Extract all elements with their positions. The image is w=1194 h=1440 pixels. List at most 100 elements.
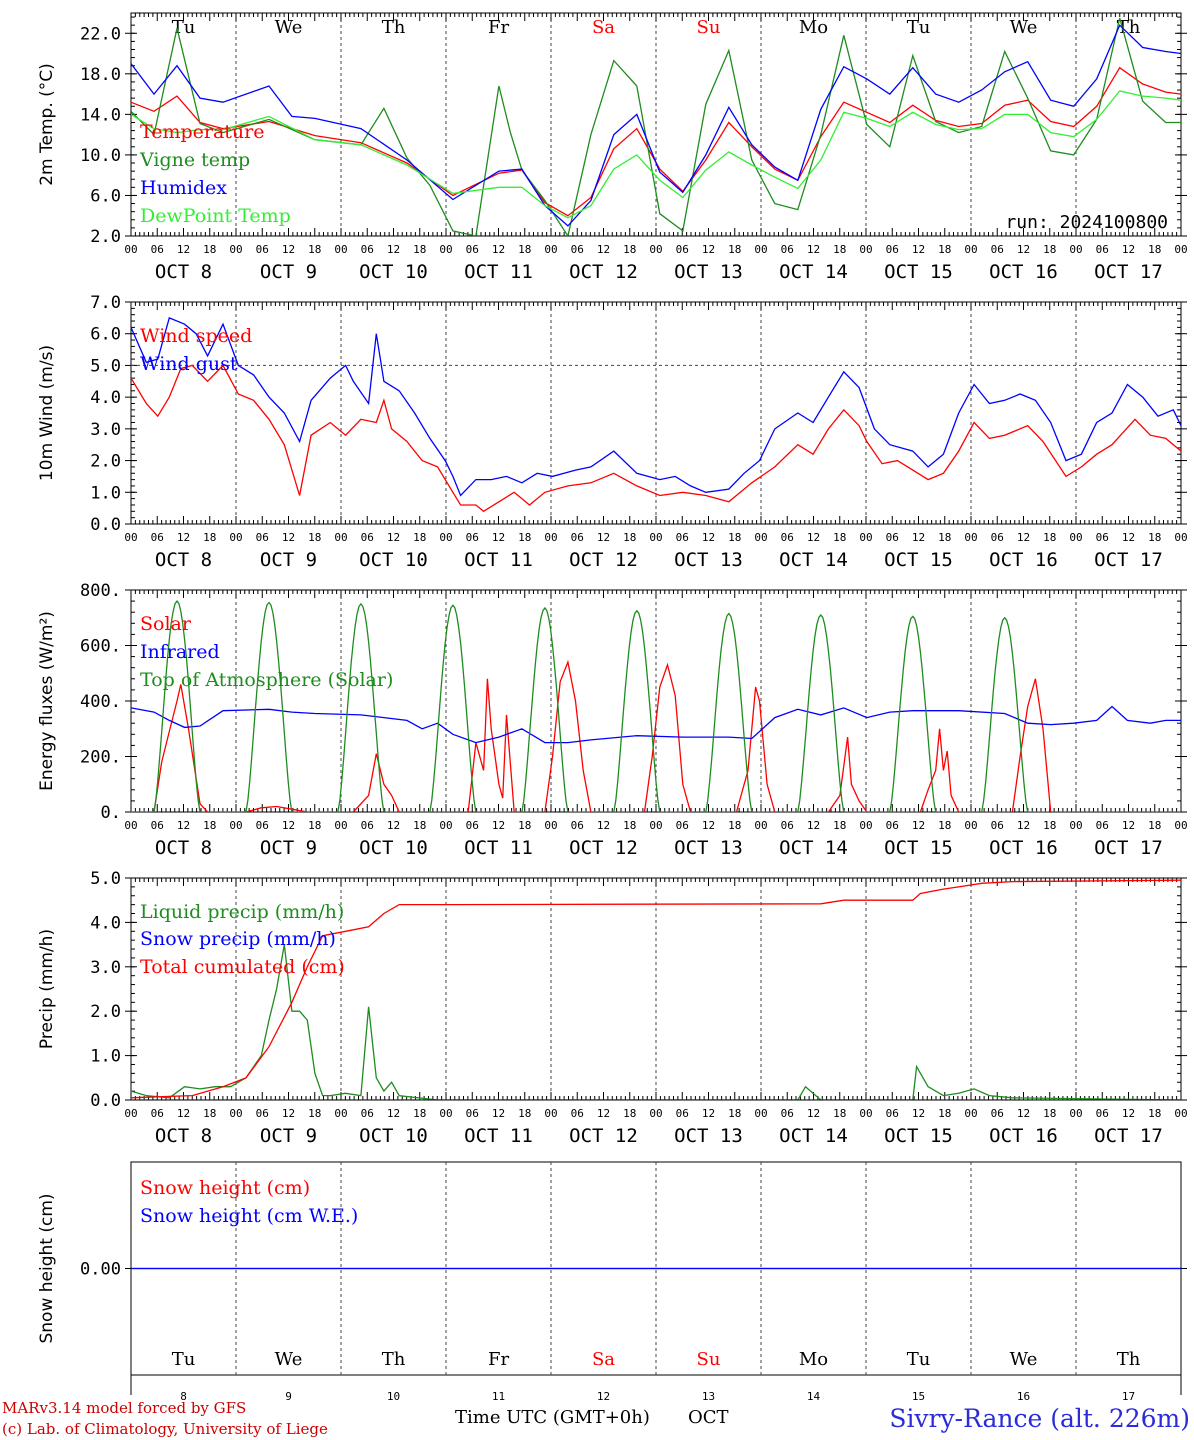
hour-label: 12 [1122, 531, 1135, 544]
hour-label: 06 [991, 1107, 1004, 1120]
hour-label: 18 [728, 531, 741, 544]
panel-4: 00 06 12 18 00 06 12 18 00 06 12 18 00 06 12 18 00 06 12 18… [37, 869, 1188, 1147]
hour-label: 00 [859, 531, 872, 544]
series-line-liquid-precip-mm-h- [131, 944, 1181, 1100]
y-tick-label: 600. [80, 637, 121, 657]
hour-label: 12 [387, 819, 400, 832]
hour-label: 00 [544, 243, 557, 256]
day-of-week-label: We [1010, 17, 1038, 38]
run-label: run: 2024100800 [1005, 212, 1168, 233]
y-axis-label: 10m Wind (m/s) [37, 345, 57, 481]
hour-label: 00 [649, 819, 662, 832]
y-tick-label: 4.0 [90, 388, 121, 408]
hour-label: 12 [282, 1107, 295, 1120]
hour-label: 12 [492, 243, 505, 256]
date-label: OCT 10 [359, 261, 428, 283]
hour-label: 18 [623, 531, 636, 544]
y-tick-label: 800. [80, 581, 121, 601]
legend-entry: Snow height (cm W.E.) [140, 1205, 358, 1227]
footer-model: MARv3.14 model forced by GFS [2, 1399, 246, 1417]
series-line-temperature [131, 66, 1181, 217]
hour-label: 06 [466, 531, 479, 544]
hour-label: 06 [991, 243, 1004, 256]
hour-label: 06 [886, 531, 899, 544]
date-label: OCT 17 [1094, 1125, 1163, 1147]
legend-entry: Total cumulated (cm) [140, 956, 345, 978]
panel-2: 00 06 12 18 00 06 12 18 00 06 12 18 00 06 12 18 00 06 12 18… [37, 293, 1188, 571]
hour-label: 12 [912, 819, 925, 832]
panel-5: 8 9 10 11 12 13 14 15 16 17 Tu We Th Fr Sa Su Mo Tu We Th 0.… [37, 1161, 1187, 1403]
day-of-week-label: Th [382, 17, 406, 38]
date-label: OCT 9 [260, 837, 317, 859]
hour-label: 12 [282, 531, 295, 544]
hour-label: 00 [859, 819, 872, 832]
hour-label: 00 [1174, 243, 1187, 256]
date-label: OCT 11 [464, 549, 533, 571]
hour-label: 00 [1174, 819, 1187, 832]
series-line-wind-speed [131, 364, 1181, 513]
date-label: OCT 15 [884, 261, 953, 283]
date-label: OCT 14 [779, 261, 848, 283]
hour-label: 18 [413, 1107, 426, 1120]
date-label: OCT 12 [569, 549, 638, 571]
legend-entry: Vigne temp [139, 149, 250, 171]
hour-label: 06 [1096, 243, 1109, 256]
hour-label: 00 [964, 243, 977, 256]
hour-label: 06 [781, 819, 794, 832]
hour-label: 06 [151, 819, 164, 832]
hour-label: 18 [1043, 531, 1056, 544]
hour-label: 12 [702, 531, 715, 544]
hour-label: 00 [229, 531, 242, 544]
day-of-week-label: Fr [488, 17, 509, 38]
day-number-label: 15 [912, 1390, 925, 1403]
hour-label: 18 [518, 531, 531, 544]
hour-label: 12 [807, 531, 820, 544]
hour-label: 00 [1069, 243, 1082, 256]
hour-label: 12 [492, 1107, 505, 1120]
legend-entry: Snow precip (mm/h) [140, 928, 336, 950]
date-label: OCT 15 [884, 1125, 953, 1147]
hour-label: 18 [308, 819, 321, 832]
hour-label: 12 [702, 1107, 715, 1120]
hour-label: 18 [623, 819, 636, 832]
date-label: OCT 16 [989, 1125, 1058, 1147]
hour-label: 12 [1122, 243, 1135, 256]
hour-label: 00 [1069, 819, 1082, 832]
date-label: OCT 13 [674, 837, 743, 859]
hour-label: 12 [492, 531, 505, 544]
hour-label: 06 [781, 531, 794, 544]
hour-label: 00 [124, 531, 137, 544]
date-label: OCT 9 [260, 261, 317, 283]
series-line-top-of-atmosphere-solar- [131, 600, 1049, 812]
y-tick-label: 18.0 [80, 65, 121, 85]
hour-label: 00 [964, 1107, 977, 1120]
y-tick-label: 1.0 [90, 1047, 121, 1067]
day-of-week-label: We [1010, 1349, 1038, 1370]
hour-label: 12 [282, 819, 295, 832]
panel-3: 00 06 12 18 00 06 12 18 00 06 12 18 00 06 12 18 00 06 12 18… [37, 581, 1188, 859]
y-tick-label: 2.0 [90, 1002, 121, 1022]
legend-entry: Solar [140, 613, 192, 635]
hour-label: 06 [886, 1107, 899, 1120]
hour-label: 00 [544, 819, 557, 832]
series-line-vigne-temp [131, 17, 1181, 236]
legend-entry: Top of Atmosphere (Solar) [140, 669, 393, 691]
legend-entry: Humidex [140, 177, 227, 199]
hour-label: 06 [571, 243, 584, 256]
day-of-week-label: Mo [799, 17, 828, 38]
date-label: OCT 8 [155, 261, 212, 283]
day-of-week-label: Mo [799, 1349, 828, 1370]
y-tick-label: 1.0 [90, 483, 121, 503]
xaxis-month: OCT [688, 1407, 729, 1428]
hour-label: 00 [964, 531, 977, 544]
date-label: OCT 9 [260, 549, 317, 571]
y-tick-label: 10.0 [80, 146, 121, 166]
hour-label: 18 [518, 243, 531, 256]
day-number-label: 14 [807, 1390, 821, 1403]
hour-label: 00 [1069, 1107, 1082, 1120]
hour-label: 06 [991, 819, 1004, 832]
day-number-label: 12 [597, 1390, 610, 1403]
hour-label: 12 [282, 243, 295, 256]
hour-label: 06 [781, 243, 794, 256]
hour-label: 06 [886, 243, 899, 256]
